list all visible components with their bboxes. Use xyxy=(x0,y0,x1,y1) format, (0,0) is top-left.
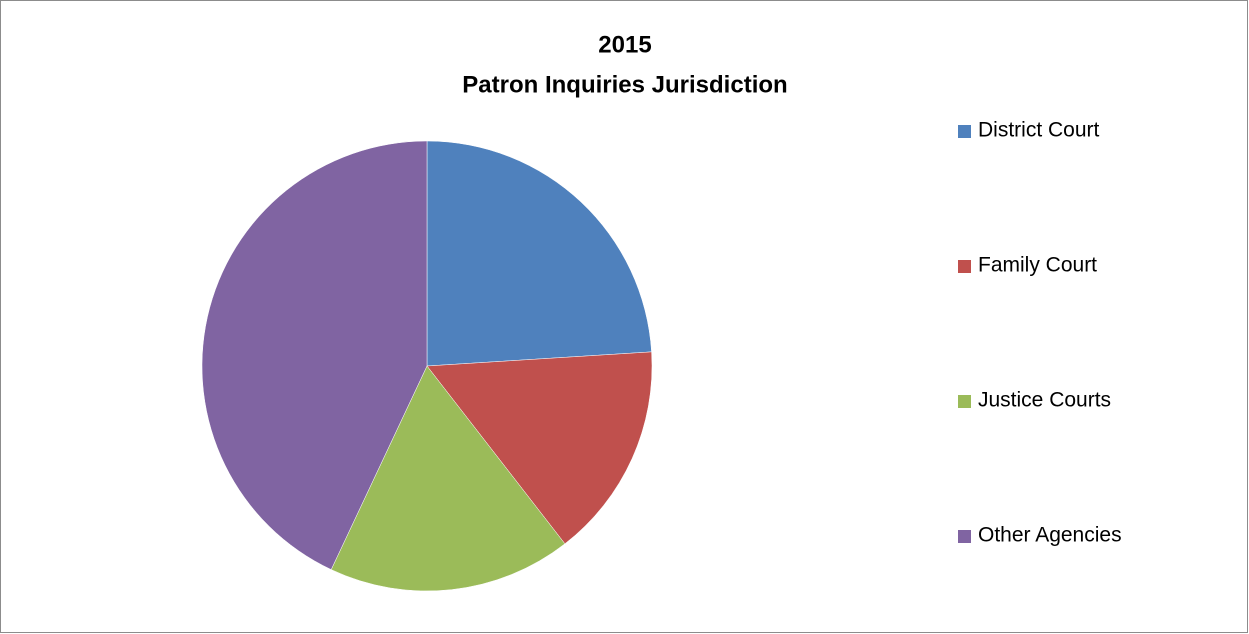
pie-slice xyxy=(201,140,428,570)
legend-text: District Court xyxy=(978,119,1100,142)
pie-slice xyxy=(330,365,566,592)
legend-swatch xyxy=(958,125,971,138)
legend-text: Justice Courts xyxy=(978,389,1111,412)
legend-swatch xyxy=(958,395,971,408)
pie-slice xyxy=(426,351,653,545)
chart-title: 2015 xyxy=(598,31,651,58)
pie-slice xyxy=(426,140,652,367)
legend-swatch xyxy=(958,530,971,543)
chart-subtitle: Patron Inquiries Jurisdiction xyxy=(462,71,787,98)
legend-text: Other Agencies xyxy=(978,524,1122,547)
legend-swatch xyxy=(958,260,971,273)
legend-text: Family Court xyxy=(978,254,1097,277)
